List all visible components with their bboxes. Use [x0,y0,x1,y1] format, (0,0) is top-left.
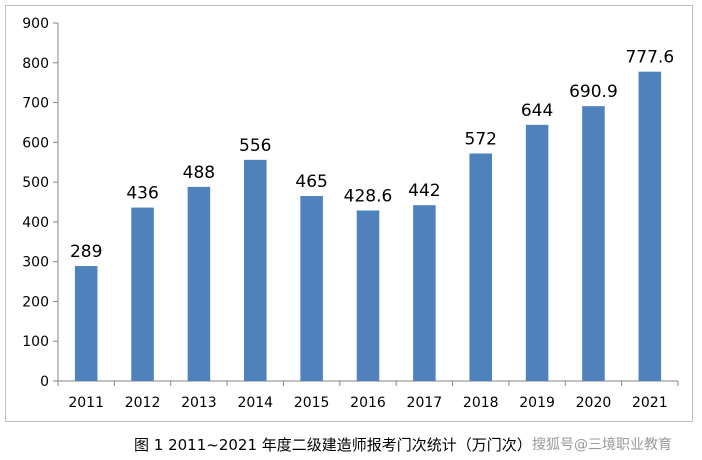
x-tick-label-2014: 2014 [237,395,273,411]
data-label-2015: 465 [295,172,327,192]
data-label-2016: 428.6 [344,187,393,207]
y-tick-label: 200 [22,294,49,310]
bar-2018 [469,153,492,381]
data-label-2011: 289 [70,242,102,262]
figure-caption: 图 1 2011~2021 年度二级建造师报考门次统计（万门次） [134,436,532,454]
bar-2015 [300,196,323,381]
y-tick-label: 100 [22,334,49,350]
chart-frame: 0 100 200 300 400 500 600 700 800 900 2011 2012 201… [5,5,693,422]
data-label-2018: 572 [465,129,497,149]
bar-2011 [74,266,98,381]
bar-2019 [525,124,549,381]
x-tick-label-2020: 2020 [576,395,612,411]
y-tick-label: 700 [22,96,49,112]
data-label-2019: 644 [521,101,553,121]
y-tick-label: 800 [22,56,49,72]
caption-row: 图 1 2011~2021 年度二级建造师报考门次统计（万门次） 搜狐号@三境职… [0,434,702,460]
y-tick-label: 500 [22,175,49,191]
watermark: 搜狐号@三境职业教育 [532,437,672,453]
x-tick-label-2011: 2011 [68,395,104,411]
bar-2016 [356,210,380,381]
y-axis: 0 100 200 300 400 500 600 700 800 900 [22,16,59,390]
x-axis: 2011 2012 2013 2014 2015 2016 2017 2018 2019 2020… [57,380,679,411]
x-tick-label-2017: 2017 [407,395,443,411]
y-tick-label: 400 [22,215,49,231]
data-label-2017: 442 [408,181,440,201]
y-tick-label: 300 [22,255,49,271]
data-label-2021: 777.6 [625,48,674,68]
y-tick-label: 0 [40,374,49,390]
x-tick-label-2015: 2015 [294,395,330,411]
data-labels: 289 436 488 556 465 428.6 442 572 644 690.9 777.6 [70,48,674,262]
data-label-2020: 690.9 [569,82,618,102]
data-label-2013: 488 [183,163,215,183]
bar-2012 [131,207,154,381]
x-tick-label-2013: 2013 [181,395,217,411]
data-label-2014: 556 [239,136,271,156]
bar-2013 [187,186,211,381]
bar-2017 [413,205,436,381]
x-tick-label-2012: 2012 [125,395,161,411]
bars [74,71,662,382]
x-tick-label-2019: 2019 [519,395,555,411]
x-tick-label-2021: 2021 [632,395,668,411]
y-tick-label: 900 [22,16,49,32]
data-label-2012: 436 [126,184,158,204]
x-tick-label-2018: 2018 [463,395,499,411]
x-tick-label-2016: 2016 [350,395,386,411]
y-tick-label: 600 [22,135,49,151]
bar-2014 [244,159,267,381]
bar-2020 [582,106,605,382]
bar-2021 [638,71,662,382]
